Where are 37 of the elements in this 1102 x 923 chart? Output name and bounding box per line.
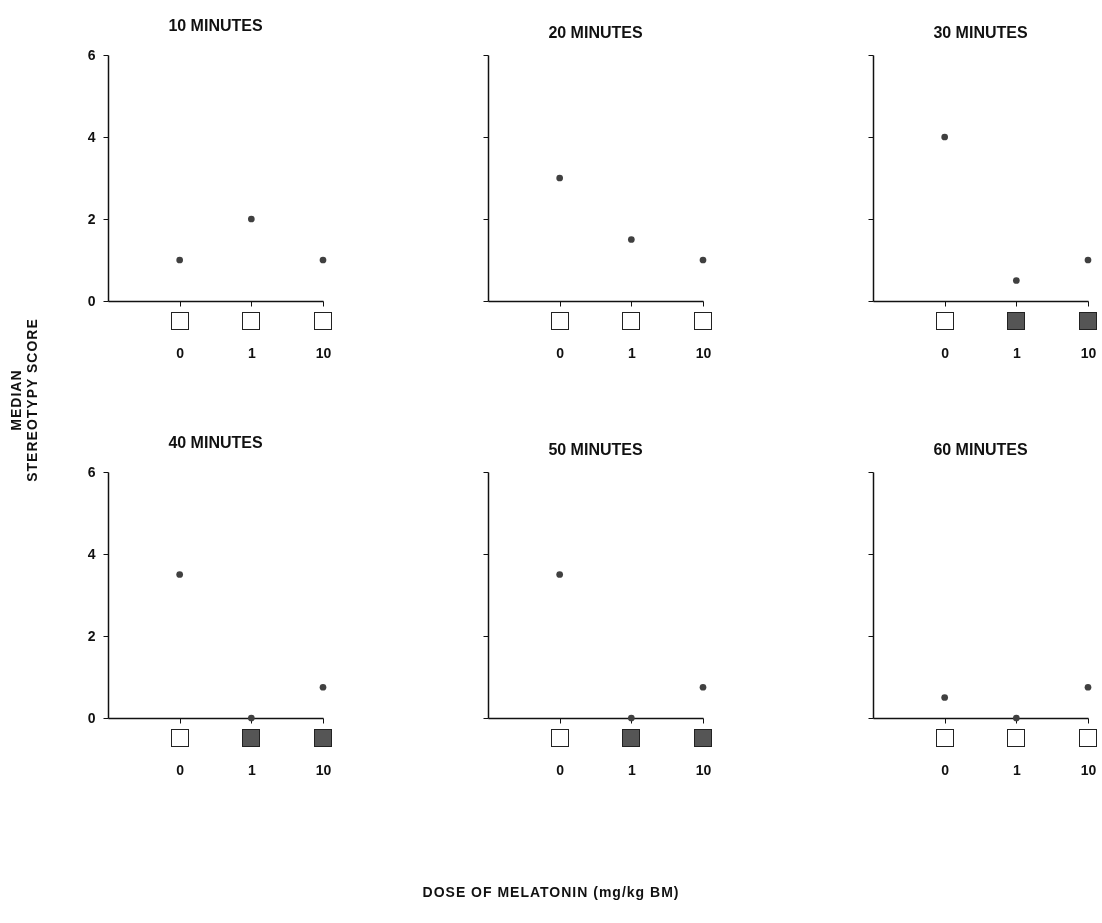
x-tick-label: 0: [941, 344, 950, 361]
chart-title: 50 MINUTES: [548, 440, 643, 458]
y-tick-label: 4: [87, 545, 96, 562]
x-tick-label: 0: [176, 344, 185, 361]
x-tick-label: 10: [695, 761, 712, 778]
x-tick-label: 10: [695, 344, 712, 361]
y-tick-label: 0: [87, 292, 96, 309]
x-tick-label: 0: [941, 761, 950, 778]
x-tick-label: 0: [556, 761, 565, 778]
point: [247, 714, 255, 722]
chart-title: 60 MINUTES: [933, 440, 1028, 458]
x-tick-label: 0: [176, 761, 185, 778]
x-tick-label: 10: [1080, 344, 1097, 361]
y-tick-label: 2: [87, 627, 96, 644]
x-tick-label: 0: [556, 344, 565, 361]
y-tick-label: 6: [87, 463, 96, 480]
x-axis-title: DOSE OF MELATONIN (mg/kg BM): [422, 884, 680, 900]
x-tick-label: 1: [1012, 344, 1021, 361]
x-tick-label: 1: [627, 344, 636, 361]
chart-title: 30 MINUTES: [933, 23, 1028, 41]
y-tick-label: 0: [87, 709, 96, 726]
chart-title: 10 MINUTES: [168, 17, 263, 34]
x-tick-label: 1: [247, 761, 256, 778]
x-tick-label: 10: [315, 344, 332, 361]
x-tick-label: 1: [627, 761, 636, 778]
y-tick-label: 4: [87, 128, 96, 145]
y-axis-title: MEDIAN STEREOTYPY SCORE: [8, 318, 40, 482]
y-tick-label: 2: [87, 210, 96, 227]
point: [176, 571, 184, 578]
chart-title: 20 MINUTES: [548, 23, 643, 41]
x-tick-label: 1: [1012, 761, 1021, 778]
point: [319, 683, 327, 691]
chart-title: 40 MINUTES: [168, 434, 263, 451]
x-tick-label: 1: [247, 344, 256, 361]
y-tick-label: 6: [87, 46, 96, 63]
x-tick-label: 10: [315, 761, 332, 778]
x-tick-label: 10: [1080, 761, 1097, 778]
